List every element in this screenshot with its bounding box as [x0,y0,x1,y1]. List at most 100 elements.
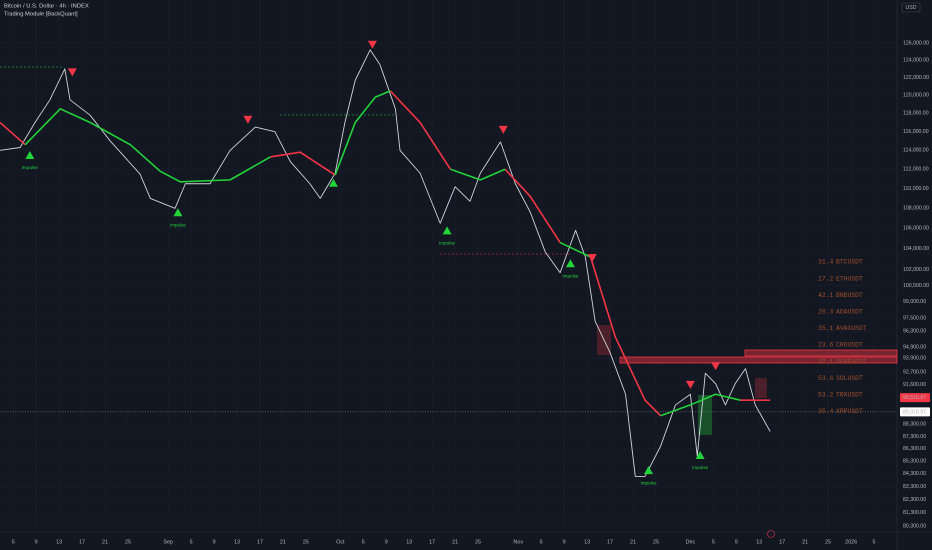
price-label-box [900,407,930,417]
x-tick-label: 25 [653,539,659,545]
supply-zone [755,378,767,398]
y-tick-label: 92,700.00 [903,369,926,375]
y-tick-label: 110,000.00 [903,186,929,192]
y-tick-label: 102,000.00 [903,267,929,273]
x-tick-label: Nov [513,539,523,545]
y-tick-label: 106,000.00 [903,226,929,232]
x-tick-label: 13 [756,539,762,545]
sell-signal [367,40,377,49]
watch-score: 17.2 [818,275,834,282]
x-tick-label: 5 [873,539,876,545]
trend-line [0,90,771,417]
event-icon[interactable] [767,530,775,538]
x-tick-label: 5 [12,539,15,545]
x-tick-label: Sep [163,539,173,545]
x-tick-label: 5 [362,539,365,545]
watch-score: 42.1 [818,292,834,299]
x-tick-label: 25 [825,539,831,545]
watch-symbol: SOLUSDT [836,375,863,382]
x-tick-label: 17 [79,539,85,545]
price-line [0,49,771,477]
watch-score: 23.6 [818,342,834,349]
buy-signal [644,466,654,475]
sell-signal [498,125,508,134]
buy-signal [25,151,35,160]
watch-symbol: XRPUSDT [836,408,863,415]
y-tick-label: 86,300.00 [903,446,926,452]
plot: Impulse Impulse Impulse Impulse Impulse Impul… [0,40,897,485]
x-tick-label: 9 [213,539,216,545]
watch-score: 31.4 [818,259,834,266]
x-tick-label: 21 [452,539,458,545]
x-tick-label: 5 [712,539,715,545]
resistance-zone [744,349,898,357]
signal-label: Impulse [692,465,709,470]
watch-symbol: BTCUSDT [836,259,863,266]
y-tick-label: 94,900.00 [903,344,926,350]
x-tick-label: 21 [102,539,108,545]
watch-score: 53.6 [818,375,834,382]
watch-score: 35.4 [818,408,834,415]
watch-symbol: DOGEUSDT [836,358,867,365]
buy-signal [695,450,705,459]
buy-signal [173,208,183,217]
x-tick-label: 5 [190,539,193,545]
watch-symbol: ETHUSDT [836,275,863,282]
y-tick-label: 124,000.00 [903,58,929,64]
watch-symbol: ADAUSDT [836,308,863,315]
x-tick-label: 2026 [845,539,857,545]
x-tick-label: 17 [429,539,435,545]
price-label-box [900,393,930,403]
x-tick-label: 17 [779,539,785,545]
x-tick-label: 21 [802,539,808,545]
y-tick-label: 85,300.00 [903,459,926,465]
x-tick-label: 21 [280,539,286,545]
sell-signal [67,68,77,77]
x-tick-label: 21 [630,539,636,545]
x-tick-label: 13 [56,539,62,545]
y-tick-label: 114,000.00 [903,148,929,154]
x-tick-label: 17 [257,539,263,545]
y-tick-label: 108,000.00 [903,206,929,212]
y-tick-label: 80,300.00 [903,523,926,529]
x-tick-label: 9 [385,539,388,545]
currency-button[interactable] [901,2,921,13]
y-tick-label: 112,000.00 [903,167,929,173]
y-tick-label: 82,300.00 [903,497,926,503]
watch-symbol: TRXUSDT [836,391,863,398]
buy-signal [442,226,452,235]
price-label: 90,515.97 [903,395,926,401]
y-tick-label: 99,000.00 [903,299,926,305]
x-tick-label: 9 [35,539,38,545]
sell-signal [711,362,721,371]
x-tick-label: 25 [303,539,309,545]
y-tick-label: 84,300.00 [903,471,926,477]
x-tick-label: Dec [686,539,696,545]
buy-signal [328,178,338,187]
x-tick-label: 17 [607,539,613,545]
price-label: 89,318.97 [903,409,926,415]
y-tick-label: 104,000.00 [903,246,929,252]
currency[interactable]: USD [906,5,917,11]
sell-signal [587,254,597,263]
x-tick-label: 25 [125,539,131,545]
watch-symbol: BNBUSDT [836,292,863,299]
signal-label: Impulse [640,480,657,485]
watch-symbol: CROUSDT [836,342,863,349]
y-tick-label: 81,300.00 [903,510,926,516]
watch-symbol: AVAXUSDT [836,325,867,332]
y-tick-label: 118,000.00 [903,111,929,117]
indicator-name: Trading Module [BackQuant] [4,12,78,18]
sell-signal [243,115,253,124]
watch-score: 37.1 [818,358,834,365]
y-tick-label: 100,500.00 [903,283,929,289]
y-tick-label: 97,500.00 [903,315,926,321]
watch-score: 53.2 [818,391,834,398]
watch-score: 35.1 [818,325,834,332]
buy-signal [565,259,575,268]
x-tick-label: 5 [540,539,543,545]
watch-score: 20.3 [818,308,834,315]
y-tick-label: 96,300.00 [903,329,926,335]
